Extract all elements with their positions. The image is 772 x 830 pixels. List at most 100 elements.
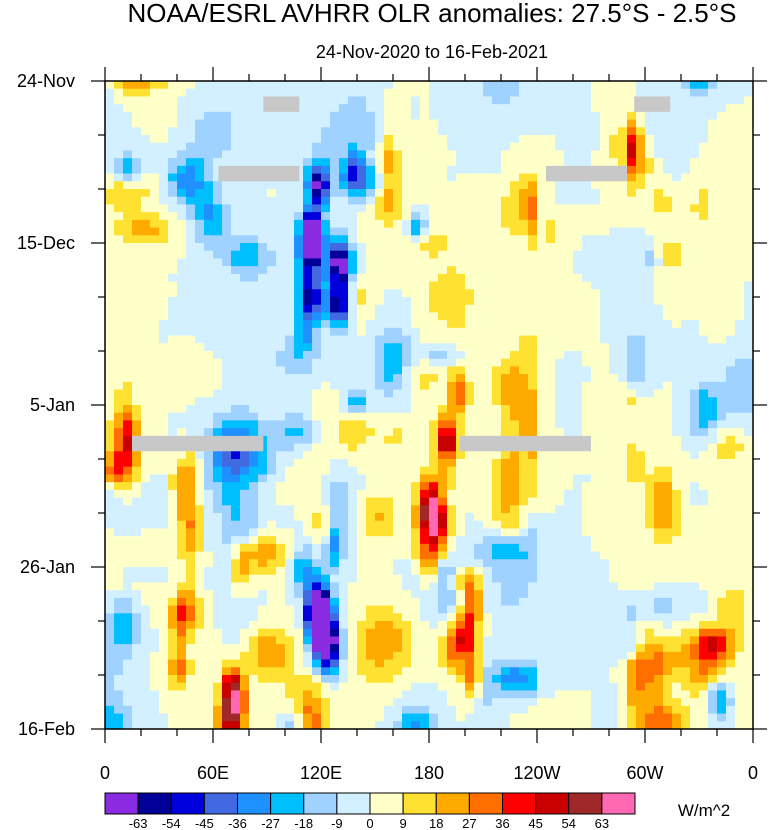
heatmap-cell bbox=[717, 111, 727, 120]
heatmap-cell bbox=[357, 451, 367, 460]
heatmap-cell bbox=[186, 381, 196, 390]
heatmap-cell bbox=[591, 505, 601, 514]
heatmap-cell bbox=[249, 528, 259, 537]
heatmap-cell bbox=[654, 127, 664, 136]
heatmap-cell bbox=[348, 304, 358, 313]
heatmap-cell bbox=[645, 219, 655, 228]
heatmap-cell bbox=[573, 227, 583, 236]
heatmap-cell bbox=[726, 235, 736, 244]
heatmap-cell bbox=[564, 374, 574, 383]
heatmap-cell bbox=[258, 582, 268, 591]
heatmap-cell bbox=[258, 243, 268, 252]
heatmap-cell bbox=[132, 96, 142, 105]
heatmap-cell bbox=[501, 420, 511, 429]
heatmap-cell bbox=[456, 119, 466, 128]
heatmap-cell bbox=[420, 605, 430, 614]
heatmap-cell bbox=[573, 127, 583, 136]
heatmap-cell bbox=[744, 405, 754, 414]
heatmap-cell bbox=[744, 312, 754, 321]
heatmap-cell bbox=[429, 204, 439, 213]
heatmap-cell bbox=[231, 590, 241, 599]
heatmap-cell bbox=[663, 142, 673, 151]
heatmap-cell bbox=[366, 405, 376, 414]
heatmap-cell bbox=[267, 142, 277, 151]
heatmap-cell bbox=[150, 358, 160, 367]
heatmap-cell bbox=[411, 327, 421, 336]
heatmap-cell bbox=[258, 135, 268, 144]
heatmap-cell bbox=[672, 235, 682, 244]
heatmap-cell bbox=[573, 474, 583, 483]
heatmap-cell bbox=[303, 142, 313, 151]
heatmap-cell bbox=[411, 312, 421, 321]
heatmap-cell bbox=[123, 343, 133, 352]
heatmap-cell bbox=[501, 466, 511, 475]
heatmap-cell bbox=[465, 119, 475, 128]
heatmap-cell bbox=[204, 366, 214, 375]
heatmap-cell bbox=[600, 243, 610, 252]
heatmap-cell bbox=[231, 513, 241, 522]
heatmap-cell bbox=[384, 582, 394, 591]
heatmap-cell bbox=[285, 243, 295, 252]
heatmap-cell bbox=[294, 389, 304, 398]
heatmap-cell bbox=[582, 567, 592, 576]
heatmap-cell bbox=[357, 381, 367, 390]
heatmap-cell bbox=[150, 597, 160, 606]
heatmap-cell bbox=[366, 358, 376, 367]
heatmap-cell bbox=[123, 366, 133, 375]
heatmap-cell bbox=[672, 258, 682, 267]
heatmap-cell bbox=[222, 327, 232, 336]
heatmap-cell bbox=[105, 150, 115, 159]
heatmap-cell bbox=[420, 81, 430, 90]
heatmap-cell bbox=[546, 397, 556, 406]
heatmap-cell bbox=[708, 559, 718, 568]
heatmap-cell bbox=[285, 605, 295, 614]
heatmap-cell bbox=[636, 435, 646, 444]
heatmap-cell bbox=[357, 111, 367, 120]
heatmap-cell bbox=[456, 142, 466, 151]
heatmap-cell bbox=[150, 381, 160, 390]
heatmap-cell bbox=[231, 520, 241, 529]
heatmap-cell bbox=[744, 582, 754, 591]
heatmap-cell bbox=[492, 243, 502, 252]
heatmap-cell bbox=[186, 312, 196, 321]
heatmap-cell bbox=[420, 443, 430, 452]
heatmap-cell bbox=[744, 528, 754, 537]
heatmap-cell bbox=[447, 474, 457, 483]
heatmap-cell bbox=[312, 258, 322, 267]
heatmap-cell bbox=[474, 289, 484, 298]
heatmap-cell bbox=[645, 258, 655, 267]
heatmap-cell bbox=[645, 497, 655, 506]
heatmap-cell bbox=[339, 405, 349, 414]
heatmap-cell bbox=[609, 567, 619, 576]
heatmap-cell bbox=[150, 466, 160, 475]
heatmap-cell bbox=[627, 551, 637, 560]
heatmap-cell bbox=[195, 204, 205, 213]
heatmap-cell bbox=[618, 312, 628, 321]
heatmap-cell bbox=[168, 181, 178, 190]
heatmap-cell bbox=[258, 158, 268, 167]
heatmap-cell bbox=[357, 513, 367, 522]
heatmap-cell bbox=[114, 381, 124, 390]
heatmap-cell bbox=[726, 96, 736, 105]
heatmap-cell bbox=[339, 428, 349, 437]
heatmap-cell bbox=[258, 536, 268, 545]
heatmap-cell bbox=[411, 505, 421, 514]
heatmap-cell bbox=[555, 243, 565, 252]
heatmap-cell bbox=[168, 297, 178, 306]
heatmap-cell bbox=[114, 189, 124, 198]
heatmap-cell bbox=[123, 142, 133, 151]
heatmap-cell bbox=[618, 250, 628, 259]
heatmap-cell bbox=[555, 567, 565, 576]
heatmap-cell bbox=[699, 482, 709, 491]
heatmap-cell bbox=[744, 227, 754, 236]
heatmap-cell bbox=[195, 127, 205, 136]
heatmap-cell bbox=[285, 320, 295, 329]
heatmap-cell bbox=[195, 366, 205, 375]
heatmap-cell bbox=[717, 590, 727, 599]
heatmap-cell bbox=[294, 551, 304, 560]
heatmap-cell bbox=[213, 405, 223, 414]
heatmap-cell bbox=[168, 513, 178, 522]
heatmap-cell bbox=[672, 435, 682, 444]
heatmap-cell bbox=[150, 389, 160, 398]
heatmap-cell bbox=[177, 158, 187, 167]
